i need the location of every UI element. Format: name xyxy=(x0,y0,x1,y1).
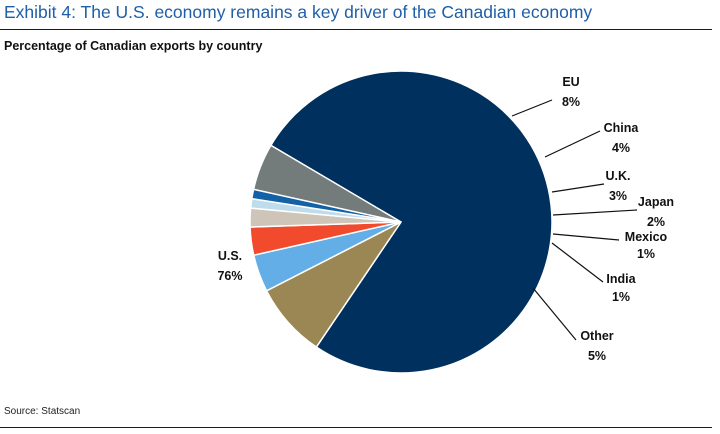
slice-value-u-s: 76% xyxy=(217,269,242,283)
leader-line-other xyxy=(532,287,577,341)
slice-label-u-s: U.S. xyxy=(218,249,242,263)
slice-value-eu: 8% xyxy=(562,95,580,109)
slice-label-u-k: U.K. xyxy=(606,169,631,183)
slice-value-japan: 2% xyxy=(647,215,665,229)
slice-label-eu: EU xyxy=(562,75,579,89)
slice-value-other: 5% xyxy=(588,349,606,363)
bottom-divider xyxy=(0,427,712,428)
leader-line-u-k xyxy=(551,183,605,193)
slice-label-china: China xyxy=(604,121,640,135)
chart-title: Exhibit 4: The U.S. economy remains a ke… xyxy=(4,2,593,22)
leader-line-mexico xyxy=(552,233,620,241)
slice-value-mexico: 1% xyxy=(637,247,655,261)
pie-slice-u-s xyxy=(269,70,553,374)
source-note: Source: Statscan xyxy=(4,406,81,417)
slice-label-japan: Japan xyxy=(638,195,674,209)
slice-value-india: 1% xyxy=(612,290,630,304)
leader-line-india xyxy=(551,242,604,283)
slice-label-mexico: Mexico xyxy=(625,230,668,244)
top-divider xyxy=(0,29,712,30)
leader-line-china xyxy=(544,130,601,158)
slice-label-other: Other xyxy=(580,329,613,343)
leader-line-eu xyxy=(511,99,553,117)
leader-line-japan xyxy=(552,209,638,216)
slice-value-china: 4% xyxy=(612,141,630,155)
slice-value-u-k: 3% xyxy=(609,189,627,203)
chart-subtitle: Percentage of Canadian exports by countr… xyxy=(4,39,263,53)
pie-slice-other xyxy=(252,144,402,223)
slice-label-india: India xyxy=(606,272,636,286)
